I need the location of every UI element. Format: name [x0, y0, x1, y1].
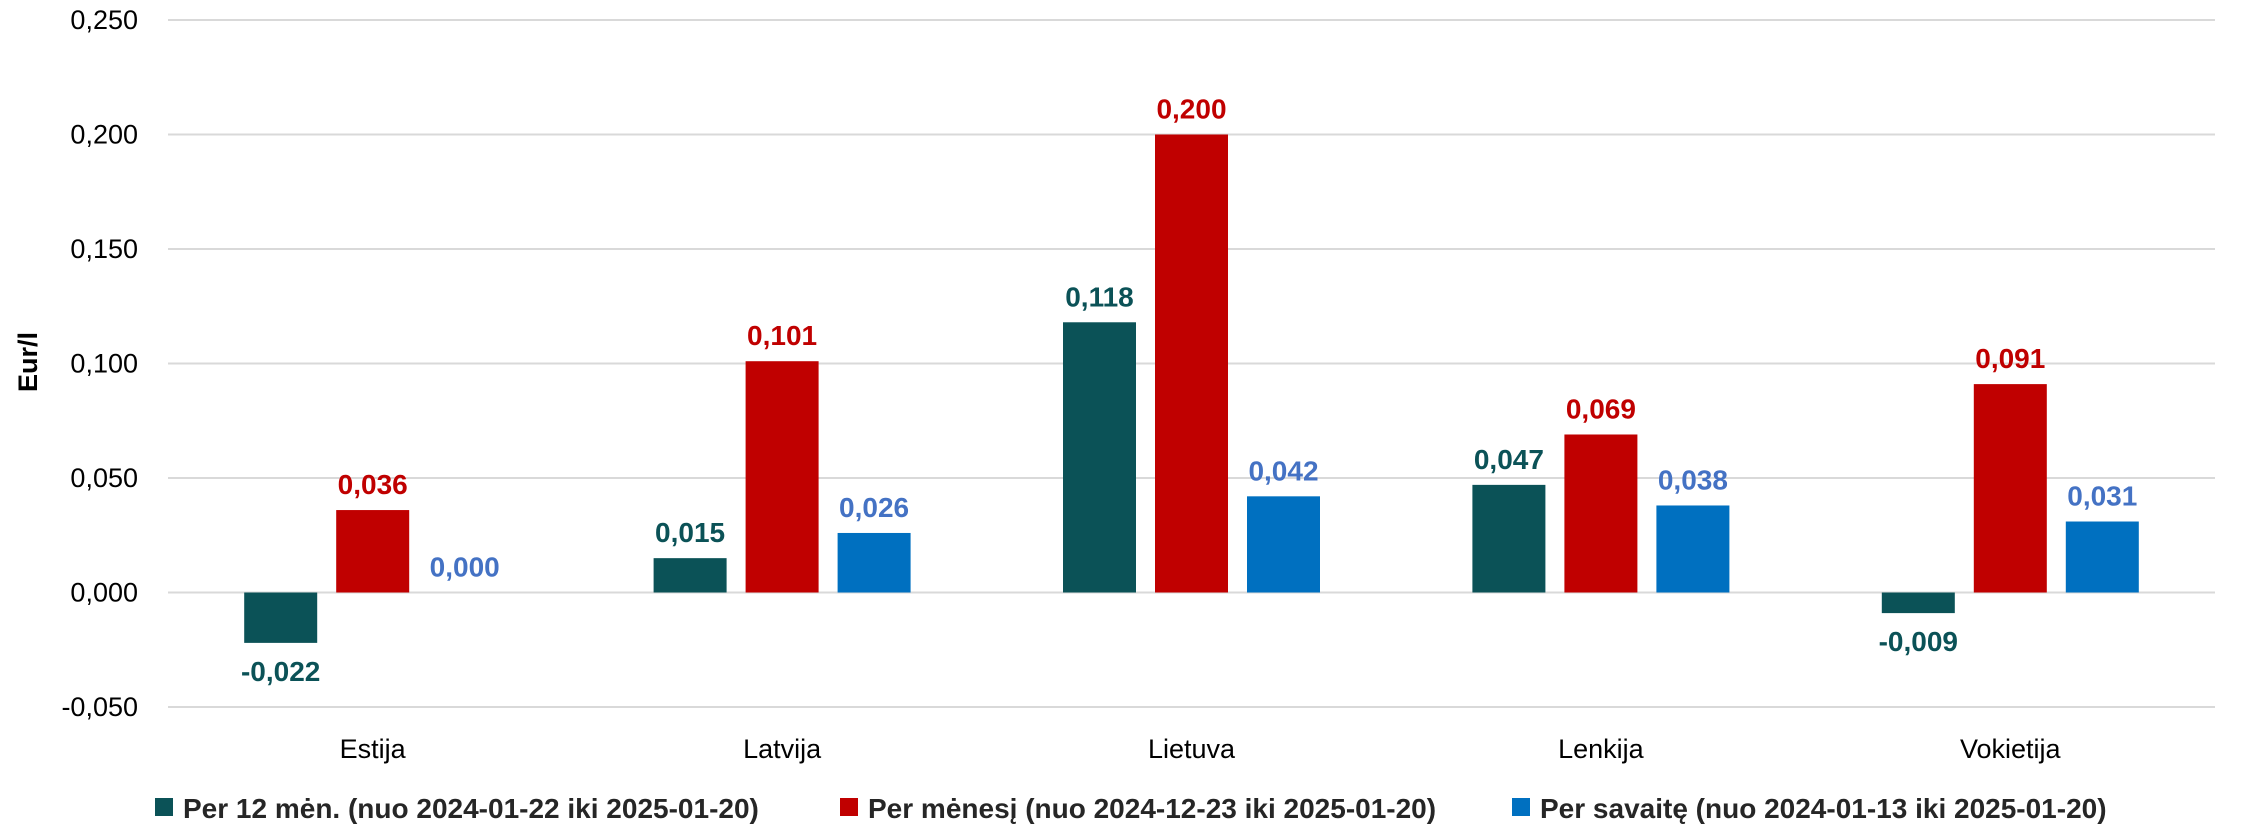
legend: Per 12 mėn. (nuo 2024-01-22 iki 2025-01-…	[155, 793, 2107, 824]
data-label: 0,069	[1566, 393, 1636, 424]
x-axis-categories: Estija Latvija Lietuva Lenkija Vokietija	[340, 734, 2062, 764]
data-label: 0,101	[747, 320, 817, 351]
bar	[653, 558, 727, 593]
y-tick-label: 0,150	[70, 234, 138, 264]
legend-entry: Per 12 mėn. (nuo 2024-01-22 iki 2025-01-…	[183, 793, 759, 824]
bar	[336, 510, 410, 593]
bar	[244, 592, 318, 643]
data-label: 0,042	[1248, 455, 1318, 486]
category-label: Estija	[340, 734, 407, 764]
bar	[2065, 521, 2139, 593]
data-label: 0,026	[839, 492, 909, 523]
bars	[244, 134, 2139, 643]
data-label: -0,022	[241, 656, 320, 687]
bar	[1155, 134, 1228, 593]
data-label: 0,047	[1474, 444, 1544, 475]
y-tick-label: 0,250	[70, 5, 138, 35]
category-label: Vokietija	[1960, 734, 2062, 764]
y-tick-label: -0,050	[61, 692, 138, 722]
legend-swatch	[840, 798, 858, 816]
bar	[1564, 434, 1638, 593]
data-label: -0,009	[1879, 626, 1958, 657]
data-label: 0,000	[430, 552, 500, 583]
category-label: Lenkija	[1558, 734, 1645, 764]
bar	[1247, 496, 1320, 593]
data-label: 0,015	[655, 517, 725, 548]
y-tick-label: 0,200	[70, 120, 138, 150]
data-label: 0,036	[338, 469, 408, 500]
y-tick-label: 0,050	[70, 463, 138, 493]
y-tick-label: 0,000	[70, 578, 138, 608]
data-label: 0,091	[1975, 343, 2045, 374]
data-label: 0,031	[2067, 481, 2137, 512]
data-labels: -0,022 0,036 0,000 0,015 0,101 0,026 0,118 0,20…	[241, 94, 2137, 687]
legend-swatch	[155, 798, 173, 816]
legend-entry: Per mėnesį (nuo 2024-12-23 iki 2025-01-2…	[868, 793, 1436, 824]
y-axis-ticks: -0,050 0,000 0,050 0,100 0,150 0,200 0,250	[61, 5, 138, 722]
bar	[1472, 484, 1546, 593]
bar	[1656, 505, 1730, 593]
bar	[1881, 592, 1955, 614]
y-axis-label: Eur/l	[13, 332, 43, 392]
bar	[1063, 322, 1136, 593]
category-label: Latvija	[743, 734, 822, 764]
bar	[1973, 384, 2047, 593]
bar	[837, 532, 911, 593]
data-label: 0,038	[1658, 464, 1728, 495]
category-label: Lietuva	[1148, 734, 1236, 764]
bar	[745, 361, 819, 593]
y-tick-label: 0,100	[70, 349, 138, 379]
legend-swatch	[1512, 798, 1530, 816]
legend-entry: Per savaitę (nuo 2024-01-13 iki 2025-01-…	[1540, 793, 2107, 824]
data-label: 0,200	[1156, 94, 1226, 125]
data-label: 0,118	[1065, 281, 1134, 312]
